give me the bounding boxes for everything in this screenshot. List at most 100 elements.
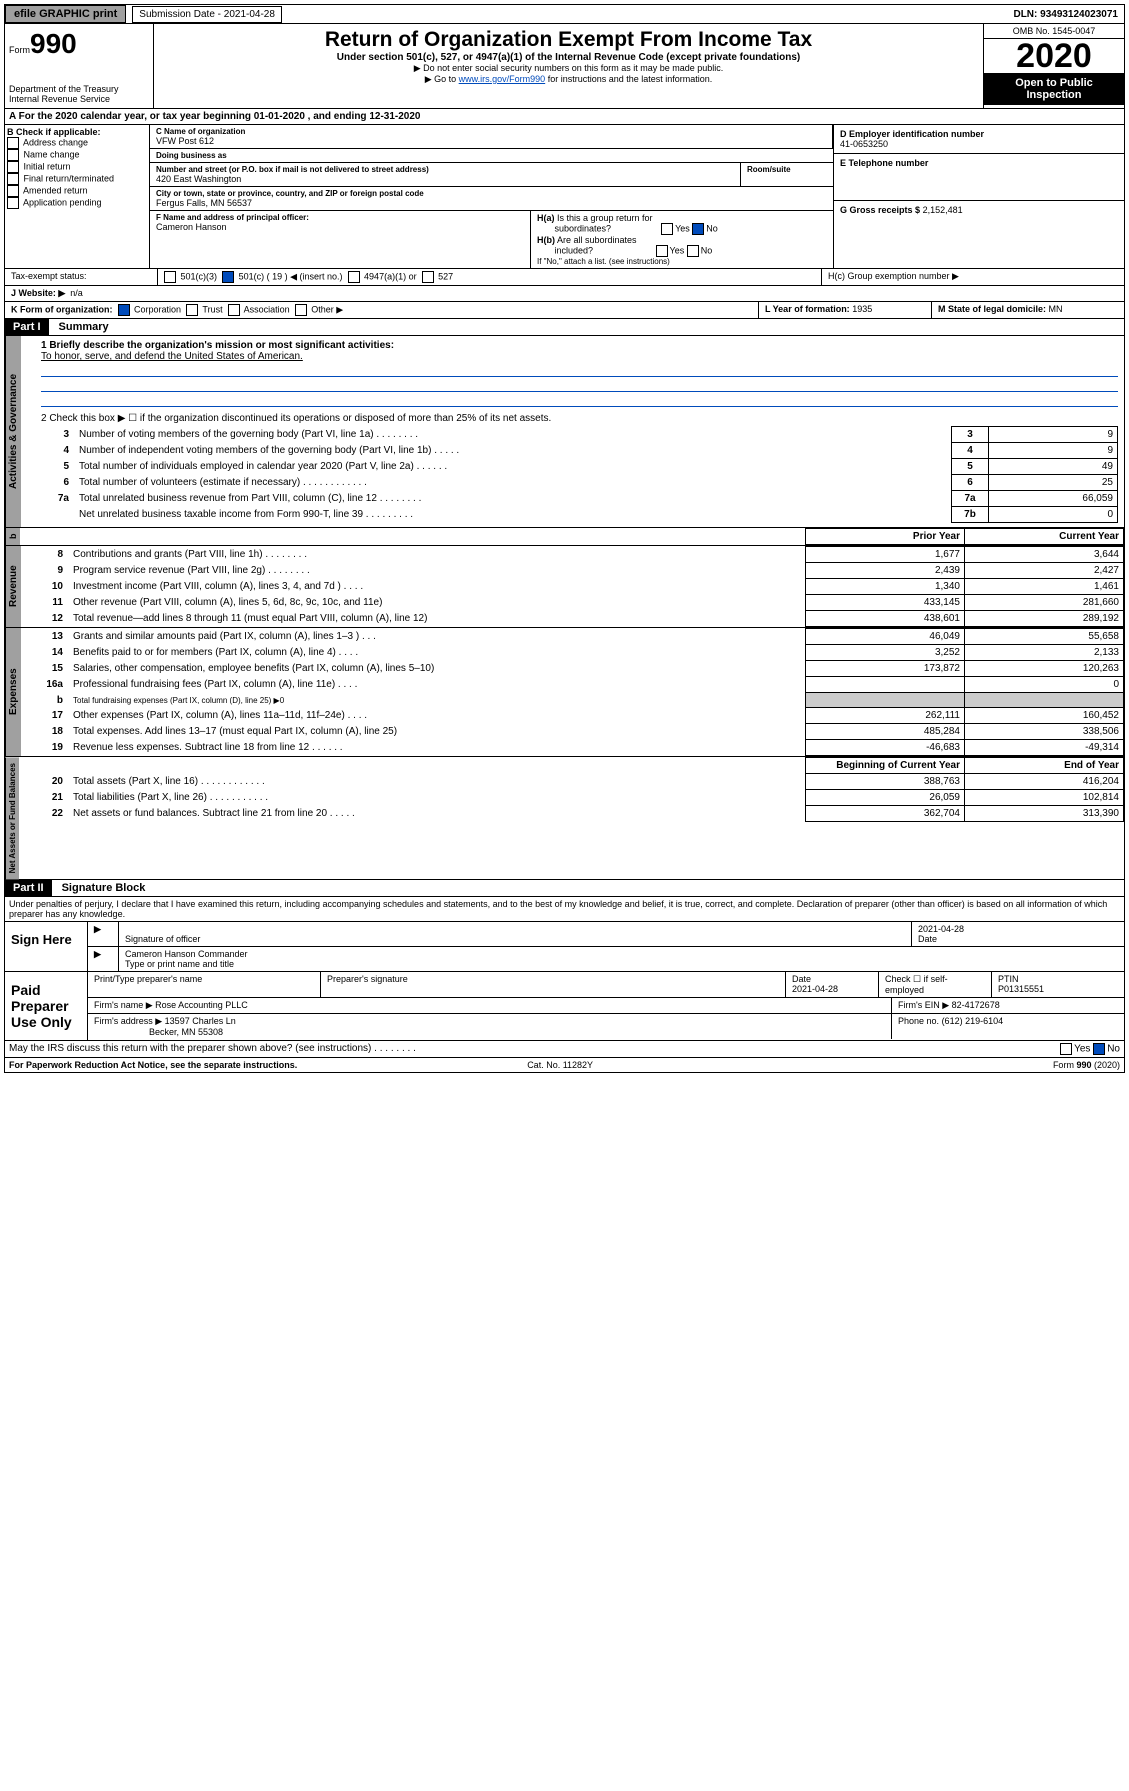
- 501c: 501(c) ( 19 ) ◀ (insert no.): [239, 271, 343, 281]
- year-formation: 1935: [852, 304, 872, 314]
- efile-button[interactable]: efile GRAPHIC print: [5, 5, 126, 23]
- preparer-title: Paid Preparer Use Only: [5, 972, 88, 1040]
- dln: DLN: 93493124023071: [1007, 7, 1124, 22]
- ptin-label: PTIN: [998, 974, 1019, 984]
- sig-officer-label: Signature of officer: [125, 934, 200, 944]
- preparer-block: Paid Preparer Use Only Print/Type prepar…: [4, 972, 1125, 1041]
- mission: To honor, serve, and defend the United S…: [41, 351, 1118, 362]
- 4947a1: 4947(a)(1) or: [364, 271, 417, 281]
- ha-label: H(a) Is this a group return for subordin…: [537, 213, 827, 235]
- firm-name: Rose Accounting PLLC: [155, 1000, 248, 1010]
- firm-label: Firm's name ▶: [94, 1000, 153, 1010]
- discuss-no-check: [1093, 1043, 1105, 1055]
- gross-receipts: 2,152,481: [923, 205, 963, 215]
- firm-phone: (612) 219-6104: [942, 1016, 1004, 1026]
- sign-block: Sign Here ▶Signature of officer2021-04-2…: [4, 922, 1125, 972]
- officer-name: Cameron Hanson: [156, 222, 524, 232]
- footer-left: For Paperwork Reduction Act Notice, see …: [9, 1060, 297, 1070]
- discuss-question: May the IRS discuss this return with the…: [9, 1043, 416, 1055]
- dept-label: Department of the Treasury Internal Reve…: [9, 84, 149, 104]
- dba-label: Doing business as: [156, 151, 827, 160]
- note-link: ▶ Go to www.irs.gov/Form990 for instruct…: [158, 74, 979, 85]
- hdr-prior: Prior Year: [806, 529, 965, 545]
- part1-title: Summary: [49, 319, 119, 335]
- part1-hdr: Part I: [5, 319, 49, 335]
- hb-label: H(b) Are all subordinates included? Yes …: [537, 235, 827, 257]
- vtab-expenses: Expenses: [5, 628, 21, 756]
- sig-date: 2021-04-28: [918, 924, 964, 934]
- tax-year: 2020: [984, 39, 1124, 73]
- topbar: efile GRAPHIC print Submission Date - 20…: [4, 4, 1125, 24]
- psig-label: Preparer's signature: [327, 974, 408, 984]
- website: n/a: [70, 288, 83, 298]
- other: Other ▶: [311, 304, 343, 314]
- sign-here: Sign Here: [5, 922, 88, 971]
- q1: 1 Briefly describe the organization's mi…: [41, 340, 394, 351]
- g-label: G Gross receipts $: [840, 205, 920, 215]
- footer-right: Form 990 (2020): [1053, 1060, 1120, 1070]
- c-name: VFW Post 612: [156, 136, 826, 146]
- box-b-title: B Check if applicable:: [7, 127, 101, 137]
- hdr-curr: Current Year: [965, 529, 1124, 545]
- k-label: K Form of organization:: [11, 304, 113, 314]
- city: Fergus Falls, MN 56537: [156, 198, 827, 208]
- firm-addr: 13597 Charles Ln: [165, 1016, 236, 1026]
- ein-label: Firm's EIN ▶: [898, 1000, 949, 1010]
- q2: 2 Check this box ▶ ☐ if the organization…: [41, 413, 1118, 424]
- firm-addr2: Becker, MN 55308: [149, 1027, 223, 1037]
- irs-link[interactable]: www.irs.gov/Form990: [459, 74, 546, 84]
- corp-check: [118, 304, 130, 316]
- corp: Corporation: [134, 304, 181, 314]
- 501c-check: [222, 271, 234, 283]
- tax-status-label: Tax-exempt status:: [5, 269, 158, 285]
- line-a: A For the 2020 calendar year, or tax yea…: [4, 109, 1125, 125]
- box-b: B Check if applicable: Address change Na…: [5, 125, 150, 268]
- 501c3: 501(c)(3): [181, 271, 218, 281]
- perjury: Under penalties of perjury, I declare th…: [4, 897, 1125, 922]
- box-c: C Name of organization VFW Post 612 Doin…: [150, 125, 833, 268]
- street-label: Number and street (or P.O. box if mail i…: [156, 165, 734, 174]
- 527: 527: [438, 271, 453, 281]
- j-label: J Website: ▶: [11, 288, 65, 298]
- form-title: Return of Organization Exempt From Incom…: [158, 28, 979, 52]
- addr-label: Firm's address ▶: [94, 1016, 162, 1026]
- trust: Trust: [202, 304, 222, 314]
- footer-cat: Cat. No. 11282Y: [527, 1060, 593, 1070]
- phone-label: Phone no.: [898, 1016, 939, 1026]
- l-label: L Year of formation:: [765, 304, 850, 314]
- officer-label: F Name and address of principal officer:: [156, 213, 524, 222]
- section-b-f: B Check if applicable: Address change Na…: [4, 125, 1125, 269]
- ein: 41-0653250: [840, 139, 888, 149]
- public-inspection: Open to Public Inspection: [984, 73, 1124, 105]
- firm-ein: 82-4172678: [952, 1000, 1000, 1010]
- room-label: Room/suite: [747, 165, 827, 174]
- pdate: 2021-04-28: [792, 984, 838, 994]
- note-ssn: ▶ Do not enter social security numbers o…: [158, 63, 979, 74]
- hb-note: If "No," attach a list. (see instruction…: [537, 257, 827, 266]
- sig-date-label: Date: [918, 934, 937, 944]
- vtab-governance: Activities & Governance: [5, 336, 21, 527]
- form-subtitle: Under section 501(c), 527, or 4947(a)(1)…: [158, 52, 979, 63]
- vtab-net: Net Assets or Fund Balances: [5, 757, 19, 879]
- street: 420 East Washington: [156, 174, 734, 184]
- part2-hdr: Part II: [5, 880, 52, 896]
- part2-title: Signature Block: [52, 880, 156, 896]
- e-label: E Telephone number: [840, 158, 928, 168]
- form-number: 990: [30, 28, 77, 59]
- signer-name-label: Type or print name and title: [125, 959, 234, 969]
- ptin: P01315551: [998, 984, 1044, 994]
- assoc: Association: [244, 304, 290, 314]
- discuss-no: No: [1107, 1044, 1120, 1055]
- ha-no-check: [692, 223, 704, 235]
- vtab-revenue: Revenue: [5, 546, 21, 627]
- pdate-label: Date: [792, 974, 811, 984]
- m-label: M State of legal domicile:: [938, 304, 1046, 314]
- signer-name: Cameron Hanson Commander: [125, 949, 248, 959]
- city-label: City or town, state or province, country…: [156, 189, 827, 198]
- hc-label: H(c) Group exemption number ▶: [821, 269, 1124, 285]
- d-label: D Employer identification number: [840, 129, 984, 139]
- submission-date: Submission Date - 2021-04-28: [132, 6, 282, 23]
- vtab-b: b: [5, 528, 20, 545]
- form-prefix: Form: [9, 45, 30, 55]
- pn-label: Print/Type preparer's name: [94, 974, 202, 984]
